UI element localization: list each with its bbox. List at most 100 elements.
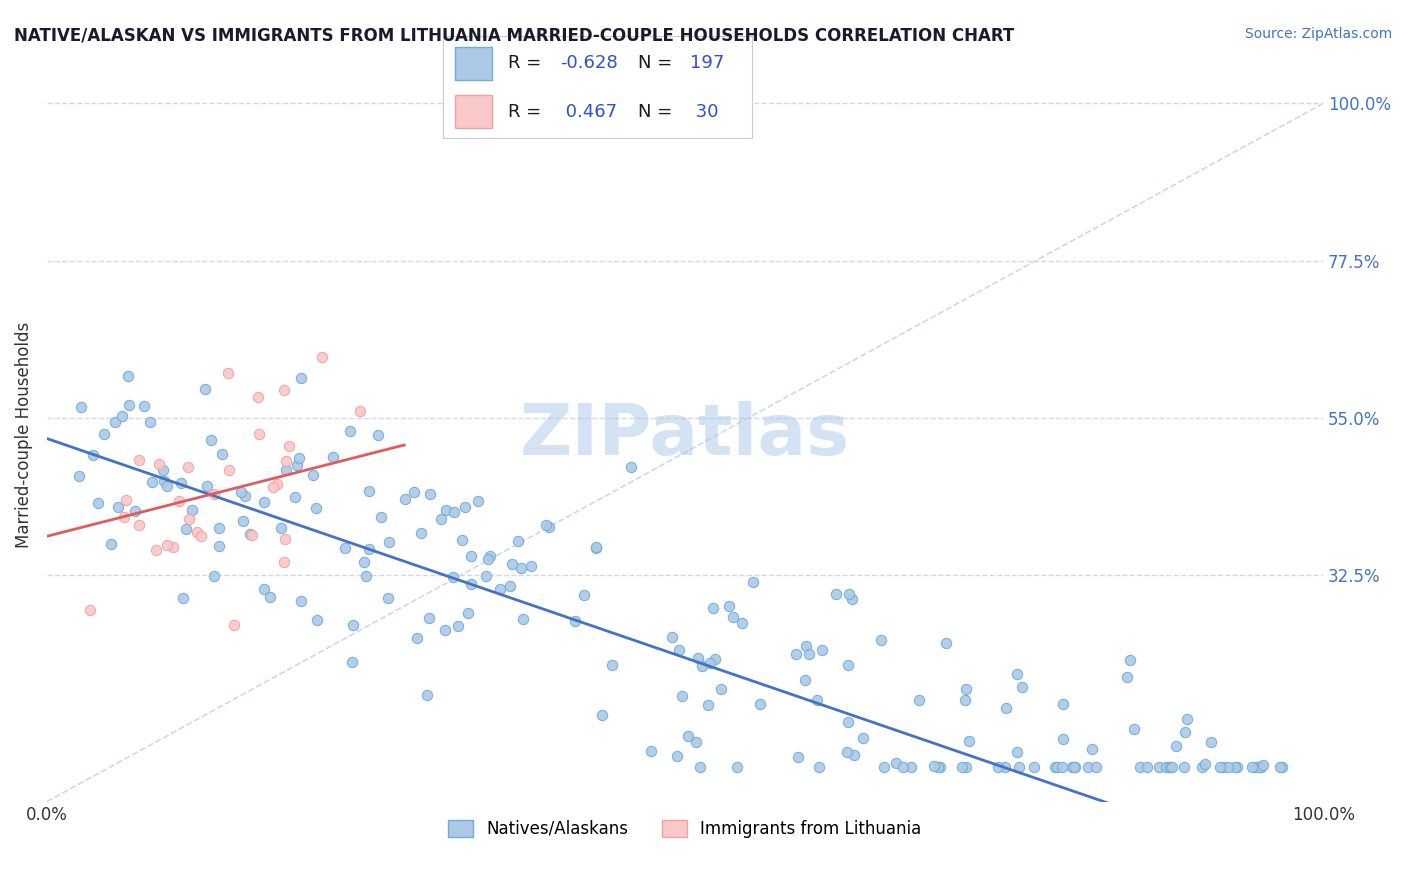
Point: [749, 697, 772, 711]
Point: [446, 618, 468, 632]
Text: ZIPatlas: ZIPatlas: [520, 401, 851, 469]
Point: [935, 636, 957, 650]
Point: [1174, 725, 1197, 739]
Point: [208, 521, 231, 535]
Point: [460, 549, 482, 564]
Point: [152, 463, 174, 477]
Point: [1081, 742, 1104, 756]
Point: [457, 606, 479, 620]
Point: [1119, 653, 1142, 667]
Point: [370, 509, 392, 524]
Point: [1240, 759, 1263, 773]
Text: 0.467: 0.467: [561, 103, 617, 120]
Point: [367, 427, 389, 442]
Point: [218, 463, 240, 477]
Point: [418, 611, 440, 625]
Text: NATIVE/ALASKAN VS IMMIGRANTS FROM LITHUANIA MARRIED-COUPLE HOUSEHOLDS CORRELATIO: NATIVE/ALASKAN VS IMMIGRANTS FROM LITHUA…: [14, 27, 1014, 45]
Point: [1226, 759, 1249, 773]
Point: [229, 485, 252, 500]
Point: [1270, 759, 1292, 773]
Point: [479, 549, 502, 563]
Point: [378, 534, 401, 549]
Point: [252, 495, 274, 509]
Text: 197: 197: [690, 54, 724, 72]
Point: [678, 729, 700, 743]
Point: [1046, 759, 1069, 773]
Point: [305, 501, 328, 516]
Point: [994, 701, 1017, 715]
Point: [1191, 759, 1213, 773]
Point: [808, 759, 831, 773]
Point: [1005, 745, 1028, 759]
Point: [208, 539, 231, 553]
Point: [170, 476, 193, 491]
Point: [152, 474, 174, 488]
Point: [82, 448, 104, 462]
Point: [501, 557, 523, 571]
Point: [699, 656, 721, 670]
Point: [259, 590, 281, 604]
Point: [240, 527, 263, 541]
Point: [322, 450, 344, 464]
Point: [993, 759, 1015, 773]
Point: [273, 384, 295, 398]
Point: [852, 731, 875, 746]
Point: [835, 745, 858, 759]
Point: [1216, 759, 1239, 773]
Point: [1159, 759, 1181, 773]
Point: [1173, 759, 1195, 773]
FancyBboxPatch shape: [456, 95, 492, 128]
Point: [797, 647, 820, 661]
Point: [117, 369, 139, 384]
Point: [692, 659, 714, 673]
Point: [873, 759, 896, 773]
Text: R =: R =: [508, 103, 547, 120]
Point: [416, 688, 439, 702]
Point: [441, 570, 464, 584]
Point: [908, 692, 931, 706]
Point: [239, 527, 262, 541]
Point: [402, 484, 425, 499]
Point: [443, 505, 465, 519]
Point: [1268, 759, 1291, 773]
Point: [202, 569, 225, 583]
Point: [232, 514, 254, 528]
Point: [186, 525, 208, 540]
Point: [434, 503, 457, 517]
Point: [342, 618, 364, 632]
Point: [156, 537, 179, 551]
Point: [340, 656, 363, 670]
Point: [419, 487, 441, 501]
Point: [564, 614, 586, 628]
Point: [190, 529, 212, 543]
Point: [1011, 680, 1033, 694]
Point: [156, 479, 179, 493]
Point: [837, 658, 859, 673]
Legend: Natives/Alaskans, Immigrants from Lithuania: Natives/Alaskans, Immigrants from Lithua…: [441, 813, 928, 845]
Point: [377, 591, 399, 605]
Point: [725, 759, 748, 773]
Point: [454, 500, 477, 514]
Point: [731, 615, 754, 630]
Point: [86, 496, 108, 510]
Point: [224, 618, 246, 632]
Point: [145, 543, 167, 558]
Point: [1250, 759, 1272, 773]
Point: [537, 520, 560, 534]
Point: [285, 458, 308, 473]
Point: [333, 541, 356, 555]
Point: [512, 612, 534, 626]
Point: [467, 494, 489, 508]
Point: [262, 480, 284, 494]
Point: [430, 512, 453, 526]
Text: N =: N =: [638, 54, 678, 72]
Text: N =: N =: [638, 103, 678, 120]
Point: [787, 750, 810, 764]
Point: [955, 759, 977, 773]
Point: [950, 759, 973, 773]
Point: [200, 434, 222, 448]
Point: [498, 579, 520, 593]
Point: [1157, 759, 1180, 773]
Point: [247, 427, 270, 442]
Point: [357, 483, 380, 498]
